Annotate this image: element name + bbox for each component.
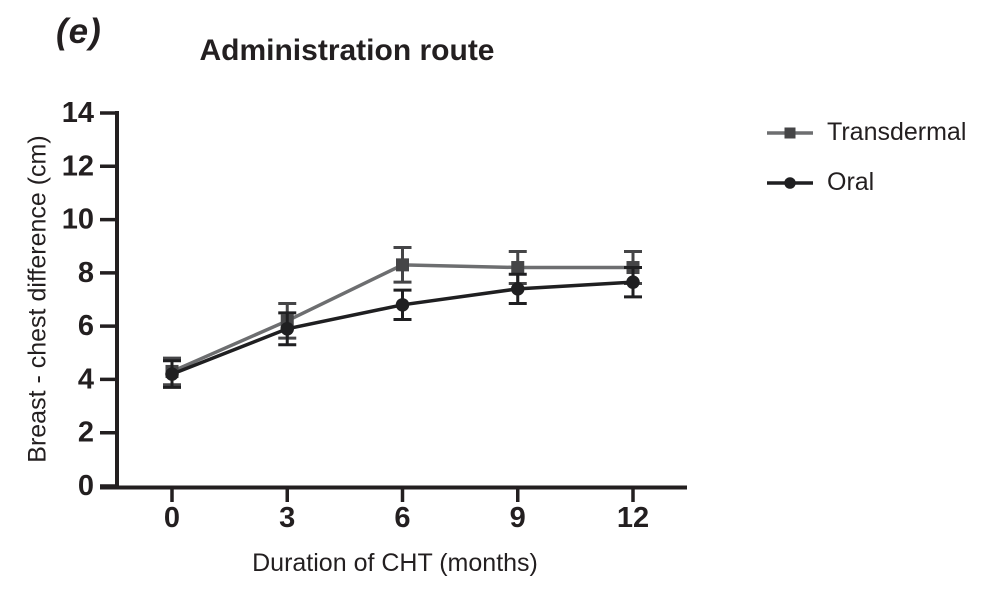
marker-circle (395, 298, 410, 312)
y-tick-label: 6 (78, 310, 94, 342)
legend-circle-icon (767, 176, 813, 189)
marker-circle (280, 322, 294, 336)
x-tick-label: 3 (279, 502, 295, 534)
chart-title: Administration route (199, 34, 495, 67)
y-tick-label: 2 (78, 417, 94, 449)
legend-item-oral: Oral (766, 168, 966, 197)
x-tick-label: 0 (164, 502, 180, 534)
panel-label: (e) (56, 12, 102, 51)
y-tick-label: 8 (78, 257, 94, 289)
marker-circle (511, 282, 525, 296)
legend-label: Oral (827, 168, 875, 196)
marker-square (511, 261, 525, 275)
legend-label: Transdermal (827, 118, 967, 146)
y-tick-label: 12 (62, 150, 94, 182)
marker-square (396, 258, 409, 272)
y-tick-label: 14 (62, 97, 94, 129)
x-tick-label: 9 (510, 502, 526, 534)
legend-item-transdermal: Transdermal (766, 118, 966, 147)
x-axis-title: Duration of CHT (months) (252, 549, 538, 577)
x-tick-label: 6 (394, 502, 410, 534)
marker-circle (626, 275, 640, 289)
x-tick-label: 12 (617, 502, 649, 534)
y-tick-label: 4 (78, 363, 94, 395)
legend-square-icon (767, 127, 813, 138)
legend: Transdermal Oral (766, 118, 966, 197)
marker-circle (165, 367, 179, 381)
y-tick-label: 10 (62, 204, 94, 236)
y-tick-label: 0 (78, 470, 94, 502)
